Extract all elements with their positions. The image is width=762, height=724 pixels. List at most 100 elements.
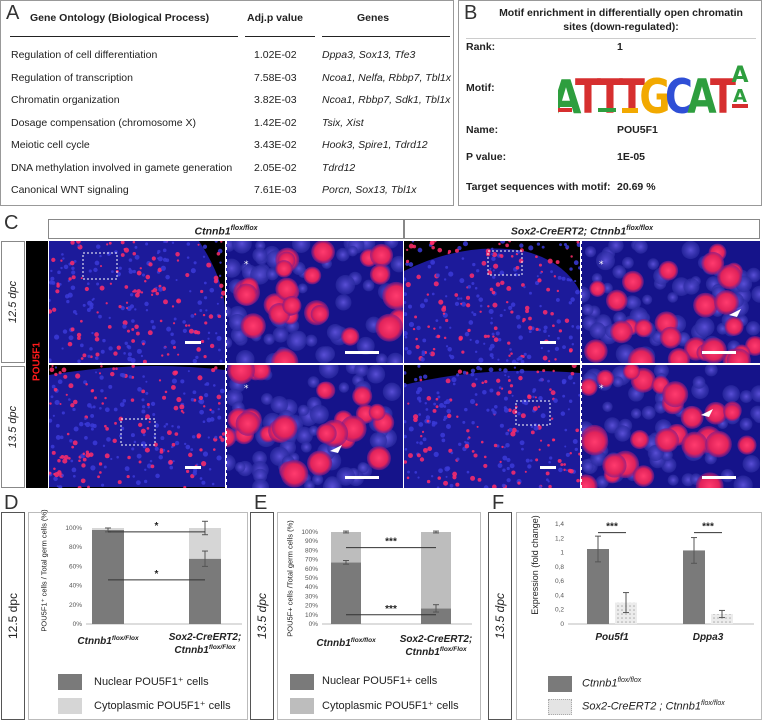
chart-ytick-label: 0% <box>309 621 319 628</box>
chart-f-bar <box>683 550 705 624</box>
go-header-pval: Adj.p value <box>247 12 304 24</box>
chart-ytick-label: 100% <box>65 525 82 532</box>
go-header-genes: Genes <box>357 12 390 24</box>
micrograph-mutant-13-5-overview <box>404 365 580 488</box>
chart-ytick-label: 80% <box>69 544 82 551</box>
panel-e-letter: E <box>254 492 268 514</box>
panel-d-frame <box>28 512 248 720</box>
go-row-genes: Hook3, Spire1, Tdrd12 <box>322 139 428 151</box>
panel-f-legend-1: Ctnnb1flox/flox <box>582 677 641 690</box>
chart-e-xcat-2b: Ctnnb1flox/Flox <box>405 646 467 658</box>
panel-a-letter: A <box>6 2 20 24</box>
panel-e-ylabel: POU5F+ cells /Total germ cells (%) <box>285 520 295 637</box>
chart-e-xcat-1-base: Ctnnb1 <box>316 638 351 649</box>
go-row-genes: Tdrd12 <box>322 161 356 174</box>
go-row-genes: Dppa3, Sox13, Tfe3 <box>322 49 416 61</box>
micrograph-mutant-12-5-overview <box>404 241 580 363</box>
chart-d-xcat-2-sup: flox/Flox <box>209 644 236 651</box>
panel-f-stage-label: 13.5 dpc <box>488 512 512 720</box>
row-label-12-5: 12.5 dpc <box>1 241 25 363</box>
chart-bar-segment <box>331 562 361 624</box>
chart-f-bar <box>615 602 637 624</box>
panel-d-legend-swatch-nuclear <box>58 674 82 690</box>
panel-f-legend-swatch-1 <box>548 676 572 692</box>
chart-bar-segment <box>189 558 221 624</box>
target-label: Target sequences with motif: <box>466 181 611 193</box>
micrograph-mutant-12-5-zoom: * <box>581 241 760 363</box>
chart-e-xcat-2-base: Ctnnb1 <box>405 647 440 658</box>
motif-letter-7: A <box>687 70 717 116</box>
motif-letter-2: T <box>575 70 602 116</box>
panel-e-legend-cyto: Cytoplasmic POU5F1⁺ cells <box>322 700 459 712</box>
motif-label: Motif: <box>466 82 495 94</box>
stain-label: POU5F1 <box>31 342 43 381</box>
panel-e-legend-swatch-nuclear <box>290 674 314 690</box>
chart-ytick-label: 90% <box>305 538 318 545</box>
go-row-pval: 1.02E-02 <box>254 49 297 61</box>
panel-f-letter: F <box>492 492 505 514</box>
row-label-13-5: 13.5 dpc <box>1 366 25 488</box>
chart-d-xcat-2b: Ctnnb1flox/Flox <box>174 644 236 656</box>
chart-e-xcat-2-sup: flox/Flox <box>440 646 467 653</box>
panel-c-letter: C <box>4 212 19 234</box>
chart-e-xcat-1-sup: flox/flox <box>351 637 376 644</box>
go-row-pval: 7.58E-03 <box>254 71 297 84</box>
chart-f-xcat: Pou5f1 <box>595 632 629 643</box>
chart-bar-segment <box>421 608 451 624</box>
go-row-process: Meiotic cell cycle <box>11 139 90 151</box>
svg-text:*: * <box>599 384 604 394</box>
motif-pval-value: 1E-05 <box>617 151 646 163</box>
chart-d-xcat-2a: Sox2-CreERT2; <box>169 632 242 643</box>
motif-letter-10: A <box>733 86 747 107</box>
chart-d-xlabels: Ctnnb1flox/Flox Sox2-CreERT2; Ctnnb1flox… <box>77 632 242 656</box>
go-row-process: Canonical WNT signaling <box>11 184 129 196</box>
chart-ytick-label: 40% <box>69 583 82 590</box>
panel-e-frame <box>277 512 481 720</box>
panel-f-legend-1-sup: flox/flox <box>617 677 642 684</box>
chart-ytick-label: 20% <box>69 602 82 609</box>
motif-title-rule <box>466 38 756 39</box>
chart-d-xcat-1: Ctnnb1flox/Flox <box>77 635 139 647</box>
name-label: Name: <box>466 124 499 136</box>
panel-b-letter: B <box>464 2 478 24</box>
chart-f: 0 0,2 0,4 0,6 0,8 1 1,2 1,4 *** Pou5f1 *** Dppa3 <box>555 521 754 643</box>
chart-sig-star-top: * <box>155 521 159 532</box>
micrograph-control-12-5-zoom: * <box>226 241 403 363</box>
panel-d-letter: D <box>4 492 19 514</box>
svg-text:*: * <box>244 260 249 270</box>
chart-ytick-label: 60% <box>69 563 82 570</box>
panel-d-legend-swatch-cyto <box>58 698 82 714</box>
chart-f-ytick-label: 1,4 <box>555 521 564 528</box>
go-header-rule-2 <box>245 36 315 37</box>
motif-letter-8: T <box>710 70 737 116</box>
go-row-process: Chromatin organization <box>11 94 120 106</box>
col-header-mutant-sup: flox/flox <box>626 225 654 232</box>
target-value: 20.69 % <box>617 181 656 193</box>
go-row-genes: Tsix, Xist <box>322 116 364 129</box>
panel-d-stage-label: 12.5 dpc <box>1 512 25 720</box>
row-label-13-5-text: 13.5 dpc <box>7 405 19 449</box>
motif-pval-label: P value: <box>466 151 507 163</box>
micrograph-control-13-5-overview <box>49 365 225 488</box>
panel-d-ylabel: POU5F1⁺ cells / Total germ cells (%) <box>39 509 49 632</box>
col-header-control-base: Ctnnb1 <box>194 225 231 238</box>
svg-text:*: * <box>244 384 249 394</box>
chart-f-sig-star: *** <box>606 522 618 533</box>
chart-bar-segment <box>421 532 451 609</box>
chart-ytick-label: 50% <box>305 575 318 582</box>
chart-d-xcat-2-base: Ctnnb1 <box>174 645 209 656</box>
panel-f-stage-text: 13.5 dpc <box>493 592 507 640</box>
row-label-12-5-text: 12.5 dpc <box>7 280 19 324</box>
chart-e: 0% 10% 20% 30% 40% 50% 60% 70% 80% 90% 100% *** *** <box>301 529 472 628</box>
panel-f-legend-1-base: Ctnnb1 <box>582 677 618 690</box>
chart-ytick-label: 80% <box>305 547 318 554</box>
chart-ytick-label: 10% <box>305 612 318 619</box>
chart-ytick-label: 20% <box>305 603 318 610</box>
chart-e-xcat-1: Ctnnb1flox/flox <box>316 637 376 649</box>
panel-f-legend-2-base: Sox2-CreERT2 ; Ctnnb1 <box>582 700 702 713</box>
panel-d-legend-cyto: Cytoplasmic POU5F1⁺ cells <box>94 700 231 712</box>
motif-letter-5: G <box>639 70 670 116</box>
chart-bar-segment <box>92 529 124 624</box>
go-header-rule-1 <box>10 36 238 37</box>
micrograph-control-12-5-overview <box>49 241 225 363</box>
